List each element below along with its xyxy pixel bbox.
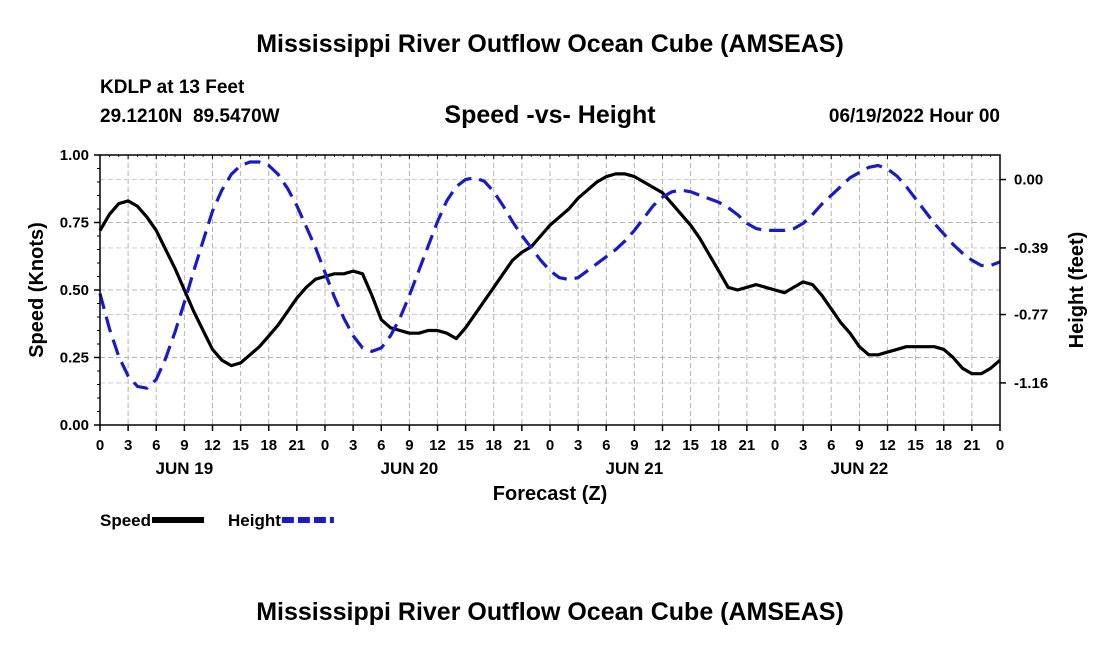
x-tick-label: 21 <box>514 437 531 454</box>
y-tick-label: 0.50 <box>60 282 89 299</box>
x-tick-label: 6 <box>152 437 160 454</box>
x-tick-label: 21 <box>739 437 756 454</box>
speed-series-line <box>98 172 1002 376</box>
y-tick-label: 1.00 <box>60 147 89 164</box>
date-label: JUN 20 <box>381 459 439 478</box>
y-tick-label: 0.00 <box>60 417 89 434</box>
legend: Speed Height <box>100 511 334 530</box>
x-tick-label: 21 <box>289 437 306 454</box>
y2-tick-label: -0.77 <box>1014 307 1048 324</box>
x-tick-label: 3 <box>124 437 132 454</box>
date-label: JUN 22 <box>831 459 889 478</box>
y2-axis-label: Height (feet) <box>1066 232 1088 349</box>
x-tick-label: 0 <box>546 437 554 454</box>
x-tick-label: 9 <box>180 437 188 454</box>
y2-tick-label: -0.39 <box>1014 240 1048 257</box>
x-tick-label: 0 <box>321 437 329 454</box>
y2-tick-label: 0.00 <box>1014 172 1043 189</box>
x-tick-label: 15 <box>682 437 699 454</box>
chart-subtitle: Speed -vs- Height <box>444 101 656 129</box>
coordinates-label: 29.1210N 89.5470W <box>100 106 280 127</box>
x-tick-label: 18 <box>485 437 502 454</box>
x-tick-label: 6 <box>377 437 385 454</box>
legend-label-speed: Speed <box>100 511 151 530</box>
x-tick-label: 9 <box>405 437 413 454</box>
y2-tick-label: -1.16 <box>1014 375 1048 392</box>
x-tick-label: 6 <box>827 437 835 454</box>
x-tick-label: 0 <box>96 437 104 454</box>
x-tick-label: 0 <box>996 437 1004 454</box>
x-tick-label: 3 <box>349 437 357 454</box>
forecast-datetime: 06/19/2022 Hour 00 <box>828 106 1000 127</box>
x-tick-label: 21 <box>964 437 981 454</box>
y-tick-label: 0.25 <box>60 350 89 367</box>
series-layer <box>98 160 1002 390</box>
x-tick-label: 6 <box>602 437 610 454</box>
x-tick-label: 3 <box>574 437 582 454</box>
x-tick-label: 9 <box>630 437 638 454</box>
x-tick-label: 3 <box>799 437 807 454</box>
y-tick-label: 0.75 <box>60 215 89 232</box>
date-label: JUN 21 <box>606 459 664 478</box>
x-tick-label: 18 <box>260 437 277 454</box>
chart-title: Mississippi River Outflow Ocean Cube (AM… <box>256 30 844 58</box>
legend-label-height: Height <box>228 511 281 530</box>
date-label: JUN 19 <box>156 459 214 478</box>
x-tick-label: 12 <box>654 437 671 454</box>
axes: 0 3 6 9 12 15 18 21 0 3 6 9 12 15 18 21 0 3 6 9 12 15 18 21 0 3 6 9… <box>60 147 1048 478</box>
x-tick-label: 18 <box>710 437 727 454</box>
station-label: KDLP at 13 Feet <box>100 77 245 98</box>
height-series-line <box>98 160 1001 390</box>
x-tick-label: 12 <box>879 437 896 454</box>
x-tick-label: 18 <box>935 437 952 454</box>
x-tick-label: 15 <box>457 437 474 454</box>
x-axis-label: Forecast (Z) <box>493 483 607 505</box>
grid <box>100 155 1000 425</box>
y-axis-label: Speed (Knots) <box>26 222 48 358</box>
footer-title: Mississippi River Outflow Ocean Cube (AM… <box>256 598 844 626</box>
x-tick-label: 15 <box>907 437 924 454</box>
x-tick-label: 12 <box>429 437 446 454</box>
x-tick-label: 12 <box>204 437 221 454</box>
x-tick-label: 9 <box>855 437 863 454</box>
x-tick-label: 15 <box>232 437 249 454</box>
x-tick-label: 0 <box>771 437 779 454</box>
